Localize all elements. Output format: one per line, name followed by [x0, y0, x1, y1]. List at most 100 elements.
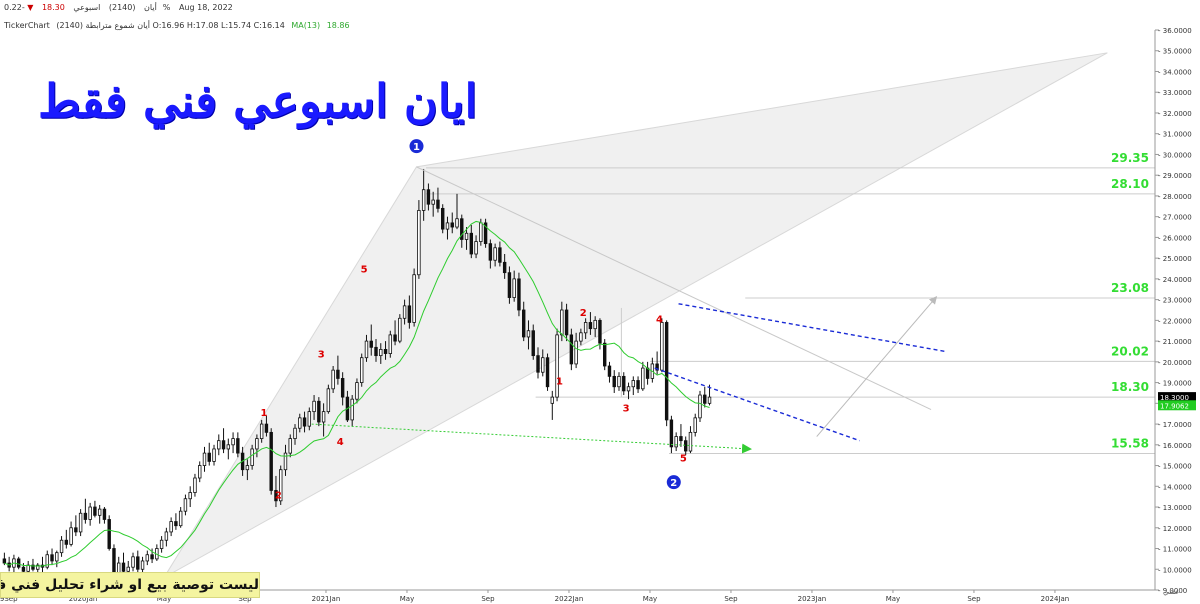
- y-tick-label: - 28.0000: [1158, 193, 1192, 201]
- y-tick-label: - 16.0000: [1158, 442, 1192, 450]
- candle-body: [541, 357, 545, 373]
- wave-label: 2: [275, 491, 282, 502]
- candle-body: [178, 510, 183, 527]
- candle-body: [441, 207, 445, 230]
- candle-body: [255, 438, 259, 450]
- stock-name: أيان: [144, 3, 157, 12]
- candle-body: [674, 436, 678, 448]
- wave-label: 4: [337, 437, 344, 448]
- y-tick-label: - 10.0000: [1158, 566, 1192, 574]
- y-axis: - 9.0000 - 10.0000 - 11.0000 - 12.0000 - 13.…: [1154, 27, 1196, 595]
- candle-body: [245, 465, 250, 471]
- candle-body: [269, 431, 273, 491]
- source-label: TickerChart: [4, 21, 50, 30]
- y-tick-label: - 17.0000: [1158, 421, 1192, 429]
- candle-body: [417, 210, 421, 276]
- candle-body: [593, 319, 597, 330]
- disclaimer-banner: ليست توصية بيع او شراء تحليل فني فقط: [0, 572, 260, 598]
- candle-body: [140, 560, 145, 570]
- candle-body: [579, 332, 583, 342]
- candle-body: [607, 365, 612, 377]
- x-tick-label: 2020Jan: [69, 595, 98, 603]
- candle-body: [479, 222, 483, 242]
- candle-body: [445, 222, 450, 230]
- y-tick-label: - 11.0000: [1158, 546, 1192, 554]
- candle-body: [598, 319, 602, 344]
- candle-body: [64, 539, 69, 545]
- y-tick-label: - 20.0000: [1158, 359, 1192, 367]
- price-tag-label: 17.9062: [1160, 402, 1189, 410]
- candle-body: [336, 369, 340, 379]
- wave-label: 3: [623, 404, 630, 415]
- candle-body: [436, 199, 440, 209]
- candle-body: [421, 189, 426, 211]
- x-tick-label: Sep: [967, 595, 981, 603]
- candle-body: [679, 436, 683, 442]
- candle-body: [464, 232, 469, 240]
- y-tick-label: - 27.0000: [1158, 214, 1192, 222]
- candle-body: [293, 427, 297, 439]
- candle-body: [236, 438, 240, 454]
- x-axis: 2019Sep 2020Jan May Sep 2021Jan May Sep 2022Jan…: [0, 589, 1155, 603]
- candle-body: [207, 452, 211, 462]
- candle-body: [683, 440, 688, 452]
- candle-body: [388, 334, 393, 354]
- candle-body: [693, 417, 697, 433]
- y-tick-label: - 21.0000: [1158, 338, 1192, 346]
- wave-label: 3: [318, 350, 325, 361]
- candle-body: [259, 423, 264, 439]
- candle-body: [340, 378, 345, 398]
- candle-body: [469, 232, 474, 255]
- candle-body: [583, 322, 588, 334]
- y-tick-label: - 36.0000: [1158, 27, 1192, 35]
- x-tick-label: 2023Jan: [798, 595, 827, 603]
- candle-body: [383, 349, 388, 354]
- candle-body: [574, 340, 578, 365]
- y-tick-label: - 25.0000: [1158, 255, 1192, 263]
- candle-body: [102, 508, 107, 520]
- candle-body: [36, 564, 40, 570]
- candle-body: [83, 512, 88, 520]
- ma-label: MA(13): [291, 21, 321, 30]
- candle-body: [317, 400, 321, 423]
- candle-body: [660, 322, 664, 371]
- y-tick-label: - 34.0000: [1158, 68, 1192, 76]
- x-tick-label: 2022Jan: [555, 595, 584, 603]
- horizontal-levels: 29.35 28.10 23.08 20.02 18.30 15.58: [426, 151, 1155, 455]
- candle-body: [283, 452, 288, 471]
- candle-body: [698, 394, 702, 419]
- candle-body: [545, 357, 550, 388]
- candle-body: [664, 322, 669, 421]
- candle-body: [217, 440, 221, 450]
- candle-body: [279, 469, 283, 502]
- candle-body: [321, 411, 326, 423]
- candle-body: [59, 539, 64, 554]
- candle-body: [136, 556, 140, 570]
- candle-body: [398, 317, 402, 342]
- stock-ticker: (2140): [108, 3, 136, 12]
- candle-body: [16, 558, 21, 568]
- price-tag-label: 18.3000: [1160, 394, 1189, 402]
- level-label: 29.35: [1111, 151, 1149, 165]
- candle-body: [288, 438, 292, 454]
- candle-body: [450, 222, 454, 228]
- candle-body: [226, 444, 231, 450]
- y-tick-label: - 15.0000: [1158, 463, 1192, 471]
- x-tick-label: 2024Jan: [1041, 595, 1070, 603]
- candle-body: [636, 380, 640, 390]
- candle-body: [55, 552, 59, 562]
- x-tick-label: May: [886, 595, 900, 603]
- candle-body: [393, 334, 397, 342]
- wave-label: 1: [261, 408, 268, 419]
- wave-label: 4: [656, 314, 663, 325]
- candle-body: [512, 278, 516, 298]
- wave-label: 2: [580, 308, 587, 319]
- candle-body: [431, 199, 435, 205]
- price-tag-box: [1158, 400, 1196, 411]
- candle-body: [274, 490, 278, 502]
- chart-header: أيان (2140) اسبوعي 18.30 ▼ -0.22% Aug 18…: [4, 3, 239, 12]
- candle-body: [369, 340, 373, 348]
- y-tick-label: - 24.0000: [1158, 276, 1192, 284]
- candle-body: [517, 278, 521, 311]
- wave-circle-label: 1: [413, 142, 420, 153]
